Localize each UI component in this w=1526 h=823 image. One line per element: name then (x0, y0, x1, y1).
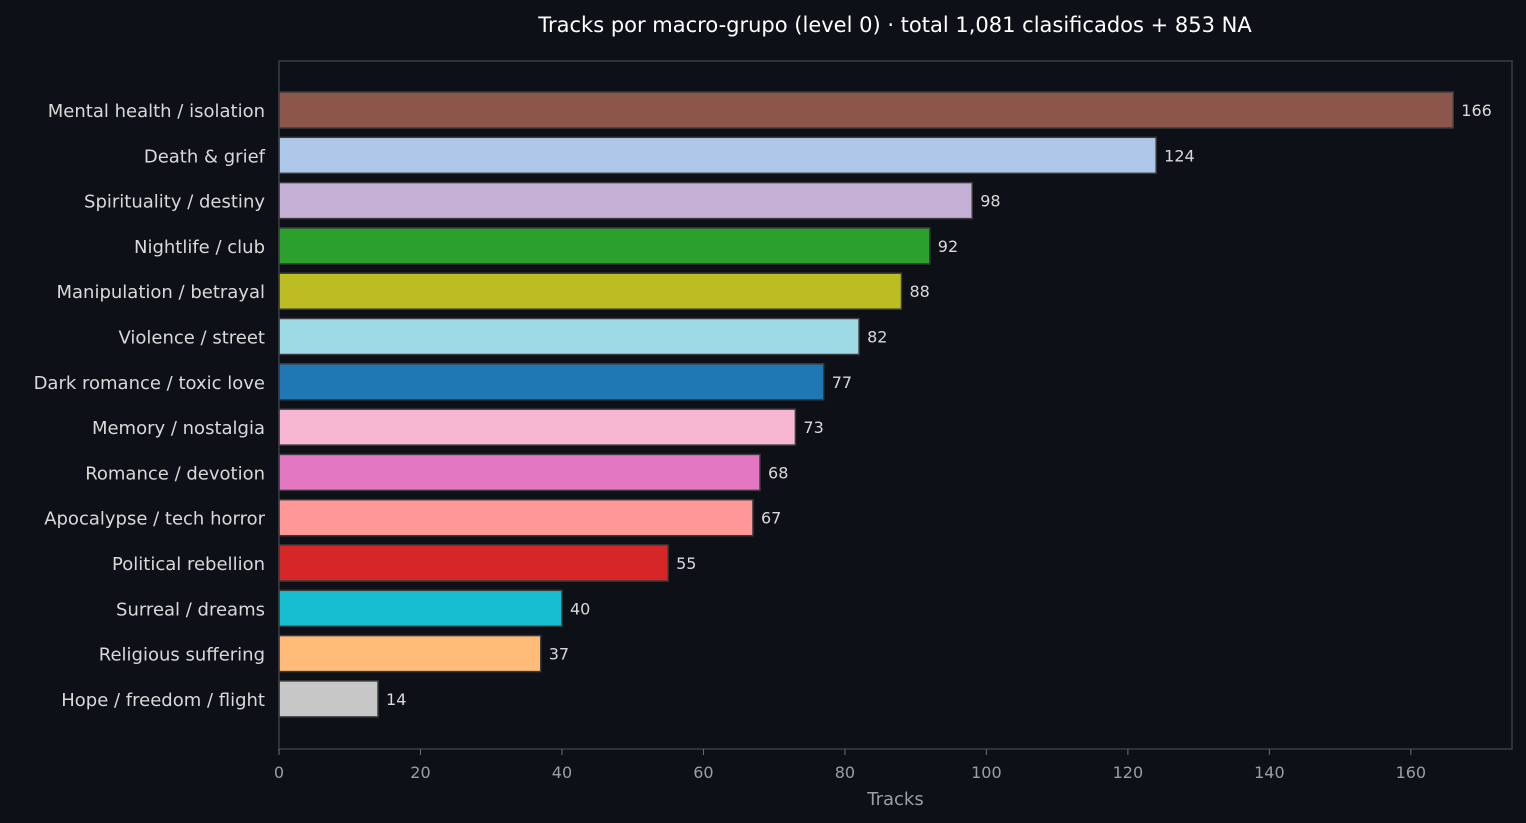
x-tick-label: 0 (274, 763, 284, 782)
x-tick-label: 60 (693, 763, 713, 782)
data-label: 73 (803, 418, 823, 437)
category-label: Violence / street (118, 328, 265, 349)
bar (278, 363, 825, 401)
category-label: Hope / freedom / flight (61, 690, 265, 711)
category-label: Dark romance / toxic love (34, 373, 265, 394)
x-tick-label: 40 (552, 763, 572, 782)
plot-frame (278, 60, 1513, 750)
category-label: Political rebellion (112, 554, 265, 575)
bar (278, 680, 379, 718)
category-label: Surreal / dreams (116, 599, 265, 620)
data-label: 55 (676, 554, 696, 573)
category-label: Manipulation / betrayal (57, 282, 266, 303)
category-label: Romance / devotion (85, 463, 265, 484)
category-label: Nightlife / club (134, 237, 265, 258)
data-label: 166 (1461, 101, 1492, 120)
x-axis: 0 20 40 60 80 100 120 140 160 (274, 749, 1426, 782)
bar (278, 317, 860, 356)
x-tick-label: 80 (835, 763, 855, 782)
x-tick-label: 20 (410, 763, 430, 782)
category-label: Spirituality / destiny (84, 192, 265, 213)
chart-title: Tracks por macro-grupo (level 0) · total… (537, 13, 1252, 37)
bar (278, 544, 669, 582)
bar (278, 272, 903, 310)
bar (278, 408, 797, 446)
bar (278, 181, 974, 220)
category-label: Memory / nostalgia (92, 418, 265, 439)
bar (278, 227, 931, 265)
data-label: 88 (910, 282, 930, 301)
x-tick-label: 120 (1113, 763, 1144, 782)
category-label: Mental health / isolation (48, 101, 265, 122)
data-label: 67 (761, 509, 781, 528)
data-label: 124 (1164, 146, 1195, 165)
data-label: 92 (938, 237, 958, 256)
bar (278, 634, 542, 673)
category-label: Religious suffering (99, 645, 265, 666)
data-label: 37 (549, 645, 569, 664)
bar (278, 589, 563, 628)
bars-group: Mental health / isolation 166 Death & grie… (34, 91, 1492, 718)
x-tick-label: 140 (1254, 763, 1285, 782)
data-label: 68 (768, 463, 788, 482)
data-label: 40 (570, 599, 590, 618)
bar (278, 136, 1157, 175)
data-label: 98 (980, 192, 1000, 211)
x-tick-label: 100 (971, 763, 1002, 782)
data-label: 14 (386, 690, 406, 709)
x-tick-label: 160 (1396, 763, 1427, 782)
data-label: 82 (867, 328, 887, 347)
data-label: 77 (832, 373, 852, 392)
bar (278, 453, 761, 492)
category-label: Death & grief (144, 146, 266, 167)
x-axis-label: Tracks (866, 789, 923, 810)
category-label: Apocalypse / tech horror (44, 509, 265, 530)
bar (278, 91, 1455, 129)
bar (278, 498, 754, 537)
